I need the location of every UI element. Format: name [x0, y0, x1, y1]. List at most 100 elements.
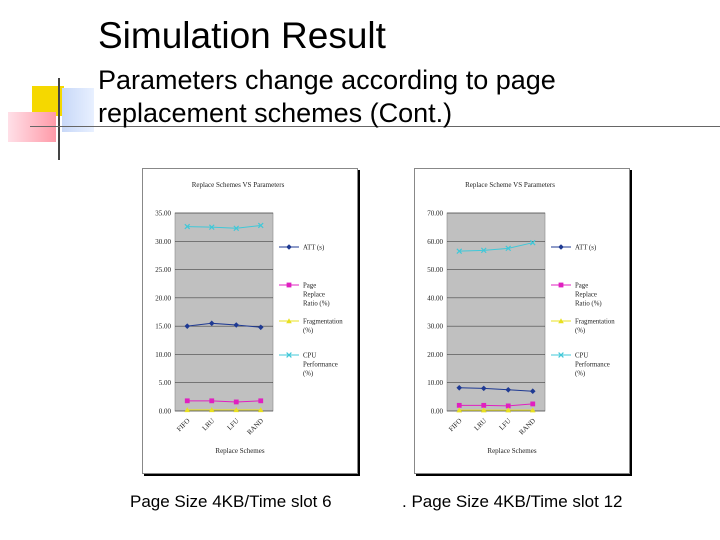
decor-red-square [8, 112, 56, 142]
legend-label: (%) [575, 371, 585, 378]
y-tick-label: 5.00 [159, 379, 172, 387]
legend-label: Page [303, 283, 316, 290]
data-point [480, 385, 487, 392]
data-point [480, 407, 487, 413]
legend-label: Performance [575, 362, 610, 369]
data-point [481, 402, 487, 408]
decor-blue-square [62, 88, 94, 132]
data-point [233, 407, 240, 413]
x-tick-label: LRU [473, 417, 489, 433]
data-point [233, 225, 240, 232]
plot-area [446, 212, 546, 412]
plot-area [174, 212, 274, 412]
x-tick-label: RAND [517, 417, 537, 437]
legend-label: ATT (s) [303, 245, 324, 252]
x-tick-label: FIFO [175, 417, 191, 433]
y-tick-label: 0.00 [159, 408, 172, 416]
x-axis-label: Replace Schemes [215, 447, 264, 455]
data-point [184, 398, 190, 404]
x-tick-label: LFU [498, 417, 513, 432]
series-line [187, 322, 261, 328]
x-tick-label: LRU [201, 417, 217, 433]
y-tick-label: 30.00 [427, 323, 443, 331]
x-tick-label: LFU [226, 417, 241, 432]
y-tick-label: 60.00 [427, 238, 443, 246]
data-point [257, 407, 264, 413]
series-line [459, 387, 533, 392]
x-axis-label: Replace Schemes [487, 447, 536, 455]
y-tick-label: 35.00 [155, 210, 171, 218]
y-tick-label: 30.00 [155, 238, 171, 246]
data-point [286, 352, 292, 358]
legend-label: Performance [303, 362, 338, 369]
data-point [456, 402, 462, 408]
y-tick-label: 0.00 [431, 408, 444, 416]
caption-right: . Page Size 4KB/Time slot 12 [402, 492, 623, 511]
data-point [505, 403, 511, 409]
decor-horizontal-line [30, 126, 720, 127]
chart-left: Replace Schemes VS Parameters 0.00 5.00 10.… [155, 181, 343, 455]
y-tick-label: 50.00 [427, 266, 443, 274]
y-tick-label: 25.00 [155, 266, 171, 274]
data-point [456, 248, 463, 255]
data-point [208, 320, 215, 327]
data-point [286, 244, 292, 250]
legend-label: ATT (s) [575, 245, 596, 252]
data-point [208, 407, 215, 413]
legend-label: Replace [575, 292, 597, 299]
data-point [286, 282, 292, 288]
data-point [184, 223, 191, 230]
data-point [286, 318, 292, 324]
y-tick-label: 15.00 [155, 323, 171, 331]
data-point [558, 352, 564, 358]
data-point [558, 282, 564, 288]
data-point [558, 244, 564, 250]
legend-label: Ratio (%) [575, 301, 602, 308]
data-point [233, 322, 240, 328]
data-point [529, 407, 536, 413]
x-tick-label: RAND [245, 417, 265, 437]
legend-label: Replace [303, 292, 325, 299]
data-point [505, 386, 512, 393]
legend-label: (%) [303, 328, 313, 335]
data-point [257, 222, 264, 229]
chart-title: Replace Schemes VS Parameters [192, 181, 285, 189]
decor-vertical-line [58, 78, 60, 160]
data-point [257, 324, 264, 331]
legend-label: Fragmentation [303, 319, 343, 326]
data-point [209, 398, 215, 404]
caption-left: Page Size 4KB/Time slot 6 [130, 492, 332, 511]
chart-panel-right: Replace Scheme VS Parameters 0.00 10.00 20.… [414, 168, 630, 474]
data-point [456, 385, 463, 391]
data-point [530, 401, 536, 407]
y-tick-label: 10.00 [155, 351, 171, 359]
series-line [459, 403, 533, 407]
data-point [505, 245, 512, 252]
data-point [233, 399, 239, 405]
data-point [505, 407, 512, 413]
x-tick-label: FIFO [447, 417, 463, 433]
y-tick-label: 70.00 [427, 210, 443, 218]
legend-label: CPU [303, 353, 316, 360]
chart-right: Replace Scheme VS Parameters 0.00 10.00 20.… [427, 181, 615, 455]
data-point [558, 318, 564, 324]
legend-label: (%) [303, 371, 313, 378]
y-tick-label: 40.00 [427, 294, 443, 302]
legend-label: CPU [575, 353, 588, 360]
data-point [208, 224, 215, 230]
data-point [529, 239, 536, 246]
data-point [184, 323, 191, 329]
series-line [187, 400, 261, 403]
data-point [184, 407, 191, 413]
legend-label: Fragmentation [575, 319, 615, 326]
y-tick-label: 20.00 [155, 294, 171, 302]
legend-label: Ratio (%) [303, 301, 330, 308]
series-line [187, 224, 261, 229]
data-point [258, 398, 264, 404]
legend-label: Page [575, 283, 588, 290]
chart-panel-left: Replace Schemes VS Parameters 0.00 5.00 10.… [142, 168, 358, 474]
page-subtitle: Parameters change according to page repl… [98, 65, 556, 128]
legend-label: (%) [575, 328, 585, 335]
y-tick-label: 10.00 [427, 379, 443, 387]
data-point [456, 407, 463, 413]
